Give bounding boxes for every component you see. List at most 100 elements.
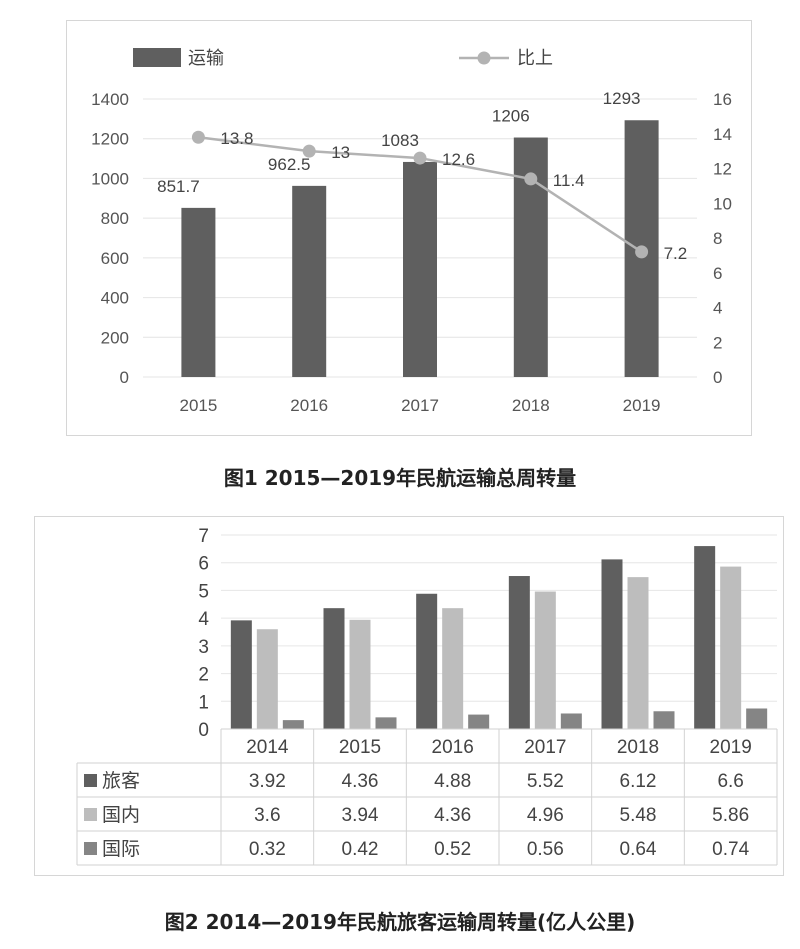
bar [720, 566, 742, 729]
y-tick-label: 400 [101, 289, 129, 308]
table-cell-value: 4.96 [527, 805, 564, 826]
x-tick-label: 2016 [432, 737, 474, 758]
x-tick-label: 2014 [246, 737, 289, 758]
y-tick-label: 1000 [91, 169, 129, 188]
y-tick-label: 1200 [91, 130, 129, 149]
x-tick-label: 2018 [512, 396, 550, 415]
bar [181, 207, 216, 377]
bar [416, 593, 438, 729]
bar [403, 161, 437, 377]
y2-tick-label: 6 [713, 264, 722, 283]
bar [627, 577, 649, 729]
y-tick-label: 4 [198, 609, 209, 630]
line-point [413, 151, 427, 165]
bar [601, 559, 623, 729]
table-cell-value: 5.52 [527, 771, 564, 792]
x-tick-label: 2017 [524, 737, 566, 758]
legend-swatch [84, 808, 97, 821]
table-cell-value: 3.6 [254, 805, 280, 826]
bar [292, 185, 327, 377]
chart-2-caption: 图2 2014—2019年民航旅客运输周转量(亿人公里) [164, 910, 636, 934]
chart-2-panel: 0 1 2 3 4 5 6 7 2014 2015 2016 2017 2018 2019 旅客 3.92 4.… [34, 516, 784, 876]
legend-label: 国内 [102, 804, 140, 826]
table-cell-value: 6.6 [717, 771, 743, 792]
y-tick-label: 1 [198, 692, 209, 713]
bar [508, 576, 530, 729]
line-data-label: 13 [331, 143, 350, 162]
table-cell-value: 0.56 [527, 839, 564, 860]
x-tick-label: 2015 [339, 737, 381, 758]
bar-data-label: 1293 [603, 89, 641, 108]
y2-tick-label: 2 [713, 333, 722, 352]
legend-swatch [84, 842, 97, 855]
line-data-label: 12.6 [442, 150, 475, 169]
x-tick-label: 2016 [290, 396, 328, 415]
chart-1-panel: 0 200 400 600 800 1000 1200 1400 0 2 4 6 8 10 12 14 16 85… [66, 20, 752, 436]
bar [375, 717, 397, 729]
y-tick-label: 600 [101, 249, 129, 268]
bar [746, 708, 768, 729]
legend-label: 国际 [102, 838, 140, 860]
table-cell-value: 5.48 [620, 805, 657, 826]
table-cell-value: 3.94 [342, 805, 379, 826]
legend-label: 旅客 [102, 770, 140, 792]
line-point [302, 144, 316, 158]
bar [534, 591, 556, 729]
bar [323, 608, 345, 729]
line-data-label: 7.2 [664, 244, 688, 263]
y2-tick-label: 0 [713, 368, 722, 387]
table-cell-value: 0.52 [434, 839, 471, 860]
table-cell-value: 3.92 [249, 771, 286, 792]
bar [230, 620, 252, 729]
line-data-label: 11.4 [553, 171, 585, 190]
y-tick-label: 6 [198, 554, 209, 575]
bar [468, 714, 490, 729]
y-tick-label: 0 [198, 720, 209, 741]
y-tick-label: 5 [198, 581, 209, 602]
y2-tick-label: 10 [713, 194, 732, 213]
legend-swatch [84, 774, 97, 787]
table-cell-value: 6.12 [620, 771, 657, 792]
bar-data-label: 851.7 [157, 177, 200, 196]
table-cell-value: 4.88 [434, 771, 471, 792]
x-tick-label: 2017 [401, 396, 439, 415]
x-tick-label: 2015 [179, 396, 217, 415]
bar [560, 713, 582, 729]
y-tick-label: 3 [198, 637, 209, 658]
bar [349, 619, 371, 729]
legend-label: 比上 [517, 48, 553, 68]
legend-label: 运输 [188, 48, 224, 68]
table-cell-value: 4.36 [434, 805, 471, 826]
y-tick-label: 0 [120, 368, 129, 387]
y-tick-label: 7 [198, 526, 209, 547]
legend-swatch-bar [133, 48, 181, 67]
bar-data-label: 1206 [492, 107, 530, 126]
y-tick-label: 800 [101, 209, 129, 228]
y2-tick-label: 12 [713, 160, 732, 179]
line-point [524, 172, 538, 186]
table-cell-value: 5.86 [712, 805, 749, 826]
chart-1: 0 200 400 600 800 1000 1200 1400 0 2 4 6 8 10 12 14 16 85… [91, 48, 732, 415]
table-cell-value: 0.64 [620, 839, 657, 860]
y-tick-label: 200 [101, 328, 129, 347]
legend-swatch-marker [477, 51, 491, 65]
line-point [191, 130, 205, 144]
chart-2: 0 1 2 3 4 5 6 7 2014 2015 2016 2017 2018 2019 旅客 3.92 4.… [76, 526, 778, 866]
x-tick-label: 2019 [710, 737, 752, 758]
table-cell-value: 0.74 [712, 839, 749, 860]
bar-data-label: 962.5 [268, 155, 311, 174]
y2-tick-label: 8 [713, 229, 722, 248]
line-data-label: 13.8 [220, 129, 253, 148]
chart-1-caption: 图1 2015—2019年民航运输总周转量 [223, 466, 577, 490]
bar [282, 720, 304, 729]
bar-data-label: 1083 [381, 131, 419, 150]
y-tick-label: 1400 [91, 90, 129, 109]
table-cell-value: 0.42 [342, 839, 379, 860]
bar [653, 711, 675, 729]
bar [442, 608, 464, 729]
y-tick-label: 2 [198, 665, 209, 686]
y2-tick-label: 16 [713, 90, 732, 109]
y2-tick-label: 4 [713, 299, 722, 318]
bar [256, 629, 278, 729]
table-cell-value: 0.32 [249, 839, 286, 860]
